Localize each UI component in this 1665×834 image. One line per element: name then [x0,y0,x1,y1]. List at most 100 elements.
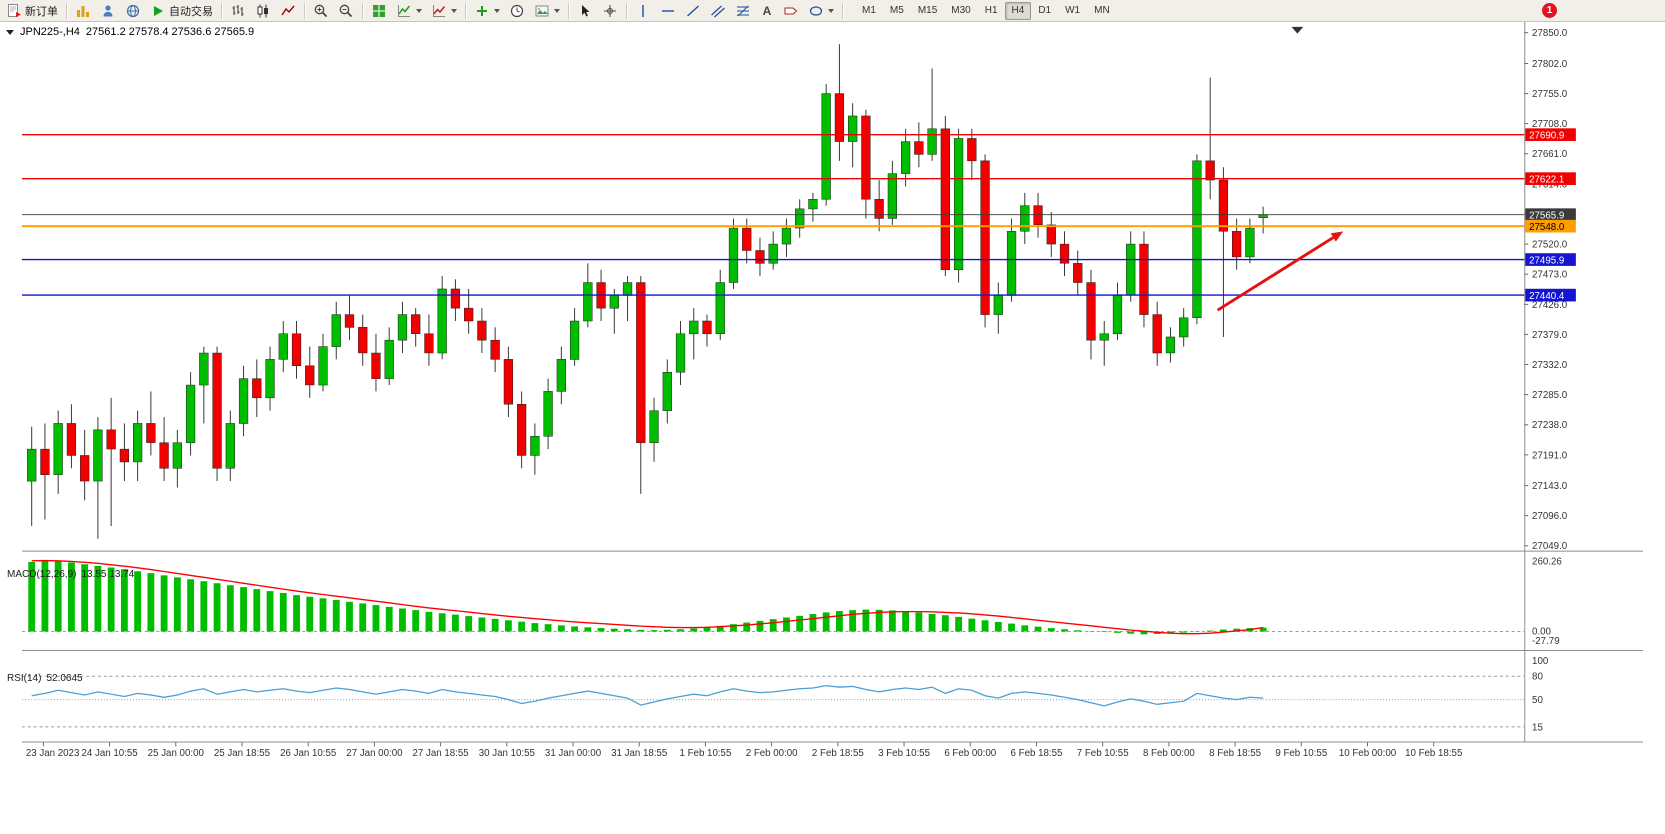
ohlc-bars-icon [230,3,246,19]
svg-text:27520.0: 27520.0 [1532,239,1568,250]
main-toolbar: 新订单 自动交易 [0,0,1665,22]
shapes-ellipse-icon [808,3,824,19]
chart-shift-marker[interactable] [1291,26,1304,34]
svg-text:27379.0: 27379.0 [1532,330,1568,341]
svg-text:8 Feb 18:55: 8 Feb 18:55 [1209,748,1261,759]
fibonacci-button[interactable] [731,1,755,21]
svg-text:27238.0: 27238.0 [1532,420,1568,431]
svg-text:25 Jan 00:00: 25 Jan 00:00 [148,748,205,759]
svg-text:27143.0: 27143.0 [1532,481,1568,492]
svg-text:27332.0: 27332.0 [1532,360,1568,371]
toolbar-separator [304,2,305,19]
svg-text:6 Feb 18:55: 6 Feb 18:55 [1011,748,1063,759]
chart-background[interactable] [21,22,1644,813]
channel-button[interactable] [706,1,730,21]
cursor-arrow-icon [577,3,593,19]
svg-text:27473.0: 27473.0 [1532,270,1568,281]
dropdown-caret-icon [451,8,457,13]
auto-trading-button[interactable]: 自动交易 [146,1,217,21]
fibonacci-icon [735,3,751,19]
time-axis: 23 Jan 2023 24 Jan 10:55 25 Jan 00:00 25 Ja… [26,742,1462,759]
svg-text:25 Jan 18:55: 25 Jan 18:55 [214,748,270,759]
svg-text:2 Feb 18:55: 2 Feb 18:55 [812,748,864,759]
templates-button[interactable] [530,1,564,21]
svg-text:7 Feb 10:55: 7 Feb 10:55 [1077,748,1129,759]
timeframe-button-m30[interactable]: M30 [944,2,977,20]
timeframe-button-mn[interactable]: MN [1087,2,1117,20]
svg-text:27 Jan 18:55: 27 Jan 18:55 [413,748,469,759]
svg-text:-27.79: -27.79 [1532,636,1560,647]
shapes-button[interactable] [804,1,838,21]
trendline-button[interactable] [681,1,705,21]
zoom-out-button[interactable] [334,1,358,21]
svg-text:1 Feb 10:55: 1 Feb 10:55 [680,748,732,759]
new-order-button[interactable]: 新订单 [2,1,62,21]
vertical-line-button[interactable] [631,1,655,21]
timeframe-button-w1[interactable]: W1 [1058,2,1087,20]
timeframe-button-m15[interactable]: M15 [911,2,944,20]
tile-windows-button[interactable] [367,1,391,21]
price-tag: 27495.9 [1525,253,1576,266]
vertical-line-icon [635,3,651,19]
line-chart-button[interactable] [276,1,300,21]
price-tag: 27565.9 [1525,208,1576,221]
new-order-label: 新订单 [25,5,58,18]
chart-area: 27850.027802.027755.027708.027661.027614… [0,22,1665,834]
svg-text:9 Feb 10:55: 9 Feb 10:55 [1275,748,1327,759]
dropdown-caret-icon [494,8,500,13]
notification-badge[interactable]: 1 [1542,3,1557,18]
svg-text:27802.0: 27802.0 [1532,59,1568,70]
template-picture-icon [534,3,550,19]
crosshair-button[interactable] [598,1,622,21]
candlestick-chart-button[interactable] [251,1,275,21]
text-tool-button[interactable]: A [756,1,778,21]
price-tag: 27690.9 [1525,128,1576,141]
period-clock-button[interactable] [505,1,529,21]
channel-icon [710,3,726,19]
terminal-button[interactable] [121,1,145,21]
svg-text:27755.0: 27755.0 [1532,89,1568,100]
timeframe-toolbar: M1 M5 M15 M30 H1 H4 D1 W1 MN [855,1,1117,20]
svg-text:27565.9: 27565.9 [1529,210,1564,221]
zoom-out-icon [338,3,354,19]
svg-text:27285.0: 27285.0 [1532,390,1568,401]
add-indicator-button[interactable] [470,1,504,21]
zoom-in-button[interactable] [309,1,333,21]
price-tag: 27548.0 [1525,219,1576,233]
objects-list-button[interactable] [427,1,461,21]
timeframe-button-m1[interactable]: M1 [855,2,883,20]
svg-text:31 Jan 00:00: 31 Jan 00:00 [545,748,602,759]
trend-arrow[interactable] [1216,231,1344,312]
horizontal-line-button[interactable] [656,1,680,21]
svg-text:31 Jan 18:55: 31 Jan 18:55 [611,748,667,759]
toolbar-separator [842,2,843,19]
timeframe-button-d1[interactable]: D1 [1031,2,1058,20]
candlestick-icon [255,3,271,19]
timeframe-button-h4[interactable]: H4 [1004,1,1032,20]
horizontal-line-icon [660,3,676,19]
toolbar-separator [66,2,67,19]
cursor-button[interactable] [573,1,597,21]
navigator-button[interactable] [96,1,120,21]
clock-icon [509,3,525,19]
timeframe-button-h1[interactable]: H1 [978,2,1005,20]
svg-text:10 Feb 18:55: 10 Feb 18:55 [1405,748,1462,759]
svg-text:3 Feb 10:55: 3 Feb 10:55 [878,748,930,759]
chart-canvas[interactable]: 27850.027802.027755.027708.027661.027614… [0,22,1665,834]
trendline-icon [685,3,701,19]
line-chart-icon [280,3,296,19]
plus-icon [474,3,490,19]
label-tool-button[interactable] [779,1,803,21]
price-label-icon [783,3,799,19]
globe-icon [125,3,141,19]
toolbar-separator [362,2,363,19]
indicators-button[interactable] [392,1,426,21]
timeframe-button-m5[interactable]: M5 [883,2,911,20]
svg-text:27548.0: 27548.0 [1529,222,1565,233]
svg-text:27 Jan 00:00: 27 Jan 00:00 [346,748,403,759]
rsi-line [31,684,1264,707]
dropdown-caret-icon [828,8,834,13]
market-watch-button[interactable] [71,1,95,21]
bar-chart-button[interactable] [226,1,250,21]
svg-text:27440.4: 27440.4 [1529,291,1565,302]
